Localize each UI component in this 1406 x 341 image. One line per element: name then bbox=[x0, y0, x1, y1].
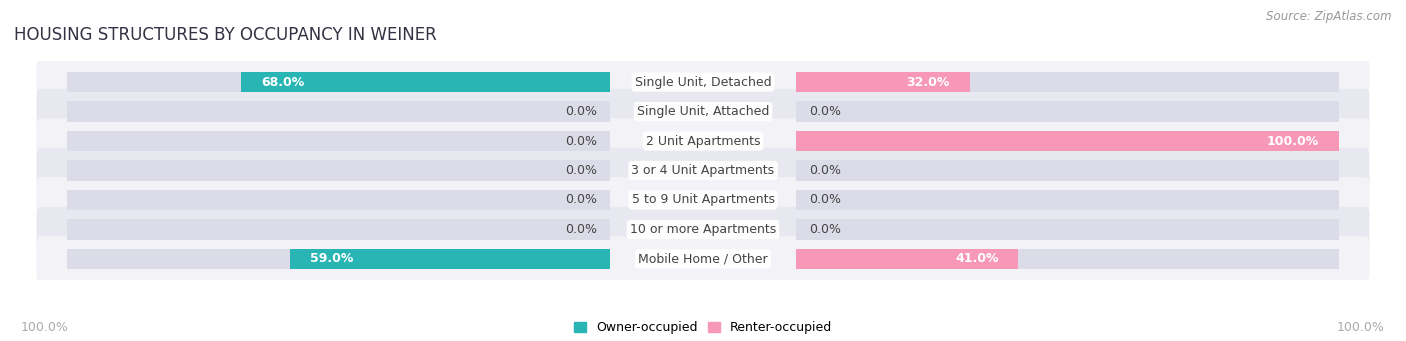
Bar bbox=[67, 190, 610, 210]
Bar bbox=[67, 249, 610, 269]
Text: 100.0%: 100.0% bbox=[1267, 134, 1319, 148]
Bar bbox=[796, 190, 1339, 210]
FancyBboxPatch shape bbox=[37, 148, 1369, 193]
Text: 32.0%: 32.0% bbox=[907, 75, 949, 89]
Bar bbox=[796, 249, 1339, 269]
Text: 100.0%: 100.0% bbox=[1337, 321, 1385, 334]
Bar bbox=[796, 72, 970, 92]
Text: 41.0%: 41.0% bbox=[955, 252, 998, 266]
FancyBboxPatch shape bbox=[37, 236, 1369, 282]
Text: 0.0%: 0.0% bbox=[808, 164, 841, 177]
Bar bbox=[796, 131, 1339, 151]
Bar bbox=[290, 249, 610, 269]
Text: Source: ZipAtlas.com: Source: ZipAtlas.com bbox=[1267, 10, 1392, 23]
Bar bbox=[796, 131, 1339, 151]
Text: 0.0%: 0.0% bbox=[565, 223, 598, 236]
Bar bbox=[67, 72, 610, 92]
Bar bbox=[796, 72, 1339, 92]
Bar bbox=[67, 219, 610, 240]
FancyBboxPatch shape bbox=[37, 118, 1369, 164]
Bar bbox=[67, 160, 610, 181]
Text: Single Unit, Attached: Single Unit, Attached bbox=[637, 105, 769, 118]
Bar bbox=[796, 249, 1018, 269]
Bar bbox=[796, 160, 1339, 181]
Bar bbox=[796, 219, 1339, 240]
Text: 10 or more Apartments: 10 or more Apartments bbox=[630, 223, 776, 236]
Text: 3 or 4 Unit Apartments: 3 or 4 Unit Apartments bbox=[631, 164, 775, 177]
Text: 100.0%: 100.0% bbox=[21, 321, 69, 334]
Text: 0.0%: 0.0% bbox=[565, 193, 598, 207]
Text: 0.0%: 0.0% bbox=[565, 164, 598, 177]
Text: 0.0%: 0.0% bbox=[565, 134, 598, 148]
Text: 0.0%: 0.0% bbox=[808, 105, 841, 118]
Text: 2 Unit Apartments: 2 Unit Apartments bbox=[645, 134, 761, 148]
Text: 0.0%: 0.0% bbox=[808, 193, 841, 207]
Bar bbox=[796, 101, 1339, 122]
Bar bbox=[67, 101, 610, 122]
FancyBboxPatch shape bbox=[37, 89, 1369, 134]
Legend: Owner-occupied, Renter-occupied: Owner-occupied, Renter-occupied bbox=[574, 322, 832, 335]
Text: Mobile Home / Other: Mobile Home / Other bbox=[638, 252, 768, 266]
FancyBboxPatch shape bbox=[37, 207, 1369, 252]
Text: 0.0%: 0.0% bbox=[808, 223, 841, 236]
Text: 59.0%: 59.0% bbox=[309, 252, 353, 266]
Bar bbox=[240, 72, 610, 92]
Text: Single Unit, Detached: Single Unit, Detached bbox=[634, 75, 772, 89]
Text: HOUSING STRUCTURES BY OCCUPANCY IN WEINER: HOUSING STRUCTURES BY OCCUPANCY IN WEINE… bbox=[14, 26, 437, 44]
FancyBboxPatch shape bbox=[37, 177, 1369, 223]
Bar bbox=[67, 131, 610, 151]
Text: 68.0%: 68.0% bbox=[260, 75, 304, 89]
Text: 0.0%: 0.0% bbox=[565, 105, 598, 118]
Text: 5 to 9 Unit Apartments: 5 to 9 Unit Apartments bbox=[631, 193, 775, 207]
FancyBboxPatch shape bbox=[37, 59, 1369, 105]
